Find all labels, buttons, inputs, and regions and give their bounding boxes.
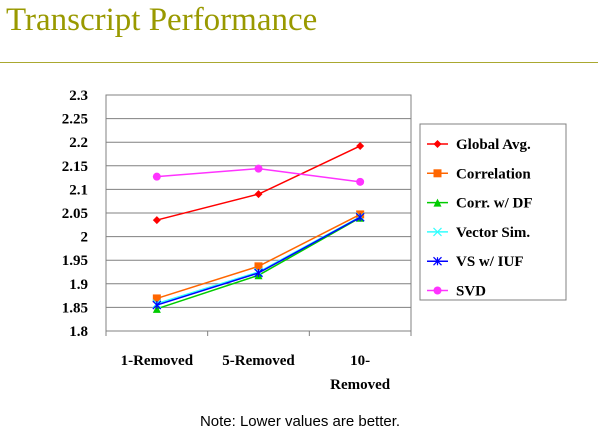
legend (419, 123, 567, 301)
data-point (152, 172, 161, 181)
y-tick-label: 2 (81, 230, 89, 246)
y-tick-label: 2.15 (62, 159, 88, 175)
series-line (156, 145, 361, 221)
legend-marker (433, 227, 442, 237)
legend-marker (433, 256, 442, 266)
legend-label: VS w/ IUF (456, 254, 524, 270)
y-tick-label: 2.25 (62, 112, 88, 128)
chart-note: Note: Lower values are better. (199, 413, 401, 430)
x-tick-label: 5-Removed (222, 353, 295, 369)
y-tick-label: 1.95 (62, 253, 88, 269)
data-point (254, 262, 263, 271)
legend-marker (433, 169, 442, 178)
legend-marker (433, 286, 442, 295)
y-tick-label: 2.2 (69, 135, 88, 151)
x-tick-label: 10- (350, 353, 370, 369)
legend-marker (433, 140, 442, 148)
legend-label: Vector Sim. (456, 225, 530, 241)
legend-marker (433, 198, 442, 207)
data-point (356, 177, 365, 186)
series-line (156, 213, 361, 300)
data-point (152, 216, 161, 225)
x-tick-label: Removed (330, 377, 391, 393)
x-tick-label: 1-Removed (121, 353, 194, 369)
slide-title: Transcript Performance (6, 2, 318, 38)
y-tick-label: 2.1 (69, 182, 88, 198)
y-tick-label: 2.3 (69, 88, 88, 104)
data-point (355, 212, 365, 222)
y-tick-label: 1.8 (69, 324, 88, 340)
data-point (356, 141, 365, 150)
plot-area (105, 94, 412, 332)
data-point (152, 294, 161, 303)
y-tick-label: 1.85 (62, 300, 88, 316)
data-point (254, 268, 263, 278)
data-point (254, 164, 263, 173)
y-tick-label: 1.9 (69, 277, 88, 293)
legend-label: Corr. w/ DF (456, 196, 533, 212)
legend-label: Global Avg. (456, 137, 531, 153)
y-tick-label: 2.05 (62, 206, 88, 222)
legend-label: Correlation (456, 166, 531, 182)
data-point (254, 190, 263, 199)
legend-label: SVD (456, 284, 486, 300)
title-divider (0, 62, 598, 63)
data-point (152, 300, 162, 310)
